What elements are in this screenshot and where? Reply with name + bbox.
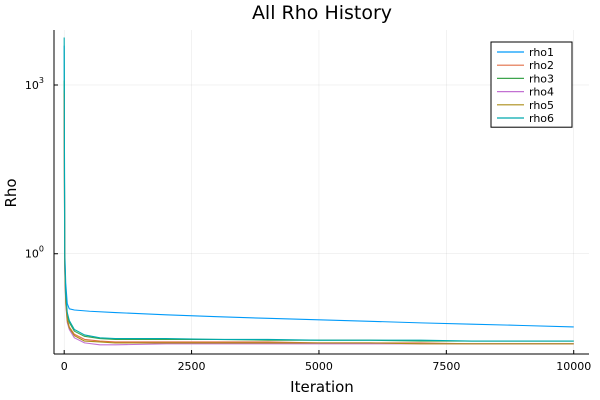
x-tick-label: 0: [61, 360, 68, 373]
axes: [53, 30, 589, 355]
y-axis-label: Rho: [2, 178, 20, 207]
y-axis-ticks: 100 103: [25, 76, 58, 261]
legend-label-rho6: rho6: [529, 112, 554, 125]
y-tick-label: 100: [25, 245, 44, 261]
plot-lines: [63, 37, 574, 346]
series-line-rho5: [63, 93, 574, 345]
series-line-rho6: [63, 37, 574, 342]
chart-title: All Rho History: [252, 2, 392, 24]
series-line-rho1: [63, 45, 574, 328]
y-tick-label: 103: [25, 76, 44, 92]
grid: [54, 30, 589, 354]
legend-box: [490, 41, 573, 128]
x-tick-label: 7500: [432, 360, 460, 373]
x-tick-label: 5000: [305, 360, 333, 373]
legend-label-rho3: rho3: [529, 72, 554, 85]
legend-label-rho1: rho1: [529, 46, 554, 59]
x-axis-label: Iteration: [290, 378, 354, 396]
legend-label-rho2: rho2: [529, 59, 554, 72]
x-tick-label: 2500: [178, 360, 206, 373]
legend-label-rho5: rho5: [529, 99, 554, 112]
legend-label-rho4: rho4: [529, 86, 554, 99]
x-axis-ticks: 0 2500 5000 7500 10000: [61, 350, 591, 373]
x-tick-label: 10000: [556, 360, 591, 373]
